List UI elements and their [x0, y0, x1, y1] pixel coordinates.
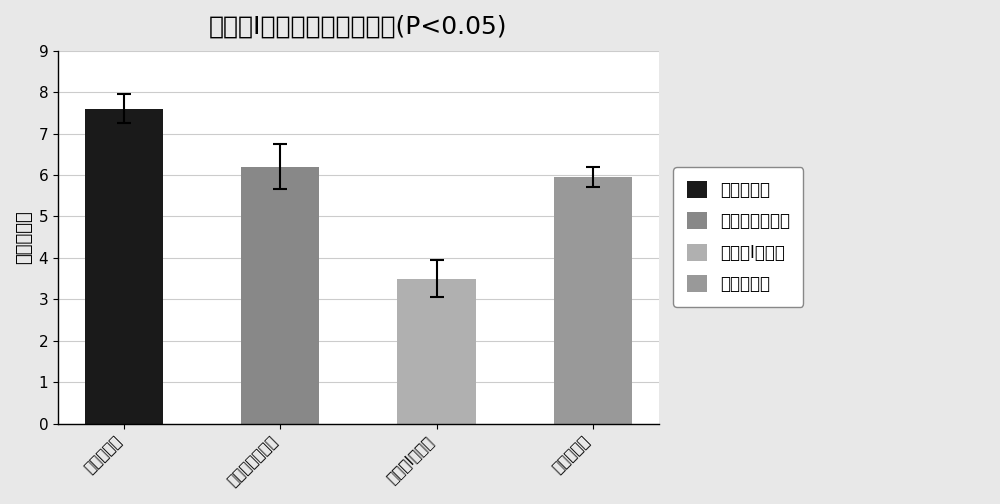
Y-axis label: 小鼠脾指数: 小鼠脾指数 — [15, 210, 33, 264]
Bar — [241, 167, 319, 423]
Bar — [85, 109, 163, 423]
Legend: 基质对照组, 青蒿琥酯对照组, 化合物Ⅰ对照组, 正常对照组: 基质对照组, 青蒿琥酯对照组, 化合物Ⅰ对照组, 正常对照组 — [673, 167, 803, 307]
Bar — [397, 279, 476, 423]
Bar — [554, 177, 632, 423]
Title: 化合物Ⅰ对小鼠脾指数的影响(P<0.05): 化合物Ⅰ对小鼠脾指数的影响(P<0.05) — [209, 15, 508, 39]
